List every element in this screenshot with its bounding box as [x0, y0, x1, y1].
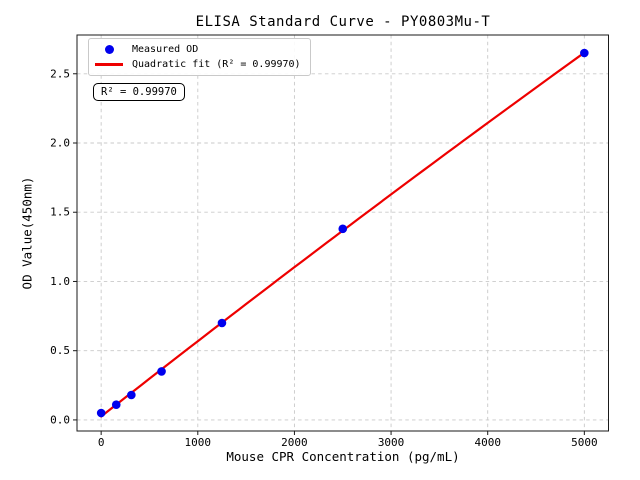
- chart-title: ELISA Standard Curve - PY0803Mu-T: [195, 14, 491, 30]
- data-point: [580, 48, 589, 58]
- x-tick-label: 1000: [185, 436, 212, 449]
- data-point: [96, 408, 106, 418]
- y-tick-label: 1.0: [50, 275, 70, 288]
- legend-label: Quadratic fit (R² = 0.99970): [132, 59, 301, 70]
- x-tick-label: 5000: [571, 436, 598, 449]
- legend-marker-box: [95, 45, 123, 54]
- y-tick-label: 0.5: [50, 344, 70, 357]
- legend-item-quadratic-fit: Quadratic fit (R² = 0.99970): [95, 59, 301, 70]
- y-axis-label: OD Value(450nm): [19, 176, 35, 290]
- x-tick-label: 2000: [281, 436, 308, 449]
- y-tick-label: 1.5: [50, 206, 70, 219]
- x-tick-label: 0: [98, 436, 105, 449]
- fit-line-icon: [95, 63, 123, 66]
- legend-item-measured-od: Measured OD: [95, 44, 301, 55]
- data-point: [157, 367, 166, 376]
- x-tick-label: 4000: [474, 436, 501, 449]
- y-tick-label: 2.5: [50, 67, 70, 80]
- data-point: [217, 318, 227, 328]
- quadratic-fit-line: [100, 51, 586, 418]
- measured-od-dot-icon: [104, 45, 114, 54]
- legend-marker-box: [95, 63, 123, 66]
- data-point: [338, 224, 348, 234]
- r-squared-annotation: R² = 0.99970: [93, 83, 185, 101]
- legend-label: Measured OD: [132, 44, 199, 55]
- y-tick-label: 2.0: [50, 137, 70, 150]
- legend: Measured OD Quadratic fit (R² = 0.99970): [88, 38, 311, 76]
- x-tick-label: 3000: [378, 436, 405, 449]
- y-tick-label: 0.0: [50, 413, 70, 426]
- data-point: [111, 400, 121, 409]
- data-point: [127, 390, 136, 400]
- axes-frame: [76, 34, 609, 432]
- x-axis-label: Mouse CPR Concentration (pg/mL): [226, 449, 460, 464]
